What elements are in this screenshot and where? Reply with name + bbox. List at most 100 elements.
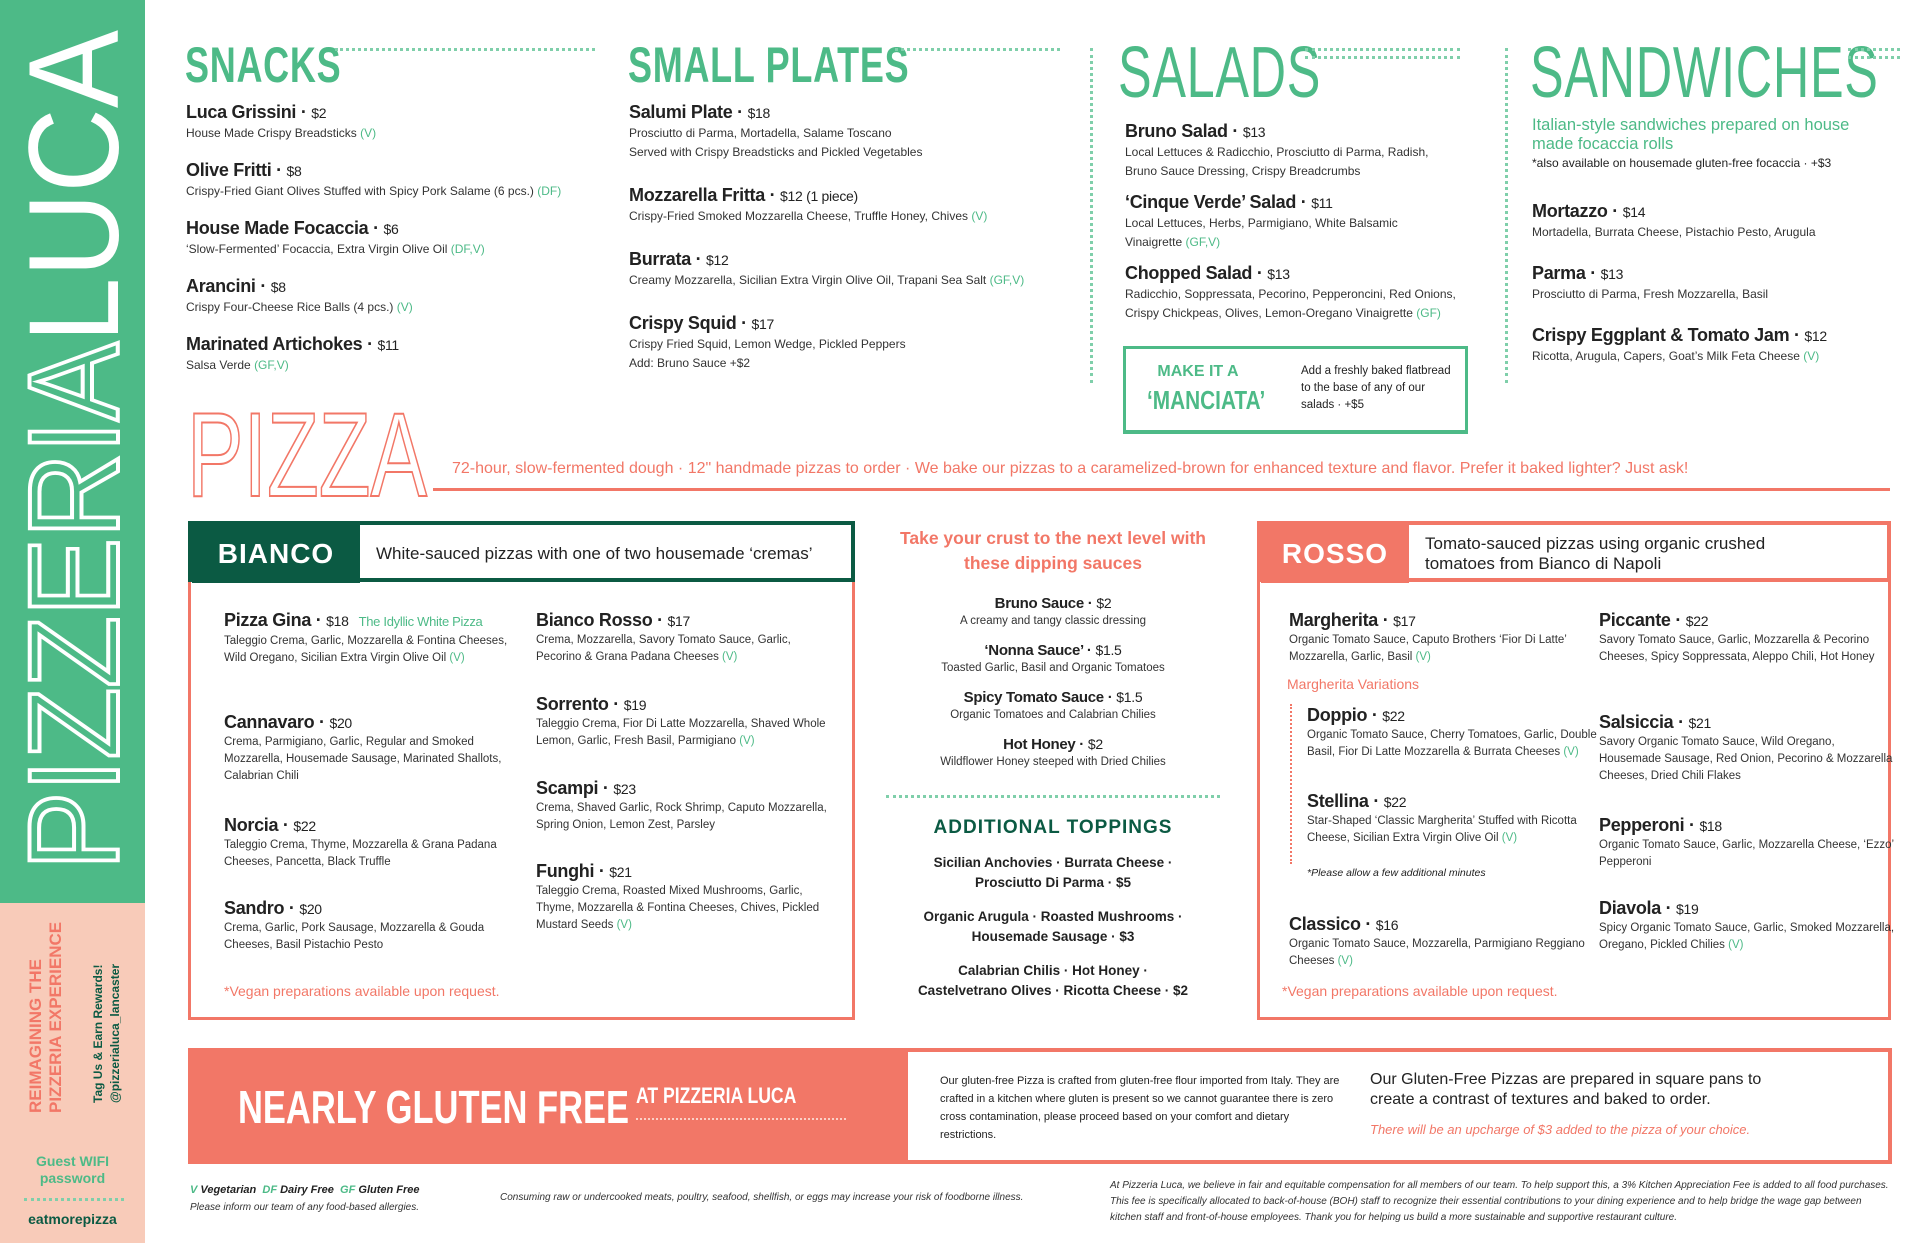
- item-title: Diavola: [1599, 898, 1661, 918]
- item-description: Crispy Four-Cheese Rice Balls (4 pcs.) (…: [186, 298, 606, 317]
- item-title: Bruno Salad: [1125, 121, 1228, 141]
- pizzeria-luca-logo: PIZZERIALUCA: [1, 29, 148, 872]
- diet-tag: (GF,V): [254, 358, 289, 372]
- menu-item: Parma · $13 Prosciutto di Parma, Fresh Mo…: [1532, 262, 1902, 304]
- legend-label: Vegetarian: [200, 1184, 257, 1196]
- item-price: $12: [1804, 328, 1827, 344]
- item-name: Chopped Salad · $13: [1125, 263, 1290, 283]
- sandwiches-intro: Italian-style sandwiches prepared on hou…: [1532, 116, 1850, 153]
- rosso-vegan-note: *Vegan preparations available upon reque…: [1282, 983, 1558, 999]
- column-divider: [1090, 48, 1093, 383]
- item-desc-text: Star-Shaped ‘Classic Margherita’ Stuffed…: [1307, 815, 1577, 844]
- item-title: Crispy Eggplant & Tomato Jam: [1532, 325, 1790, 345]
- item-desc-text: Crispy Fried Squid, Lemon Wedge, Pickled…: [629, 337, 906, 370]
- item-name: Salsiccia · $21: [1599, 712, 1711, 732]
- item-desc-text: Taleggio Crema, Fior Di Latte Mozzarella…: [536, 718, 826, 747]
- item-name: Crispy Eggplant & Tomato Jam · $12: [1532, 325, 1827, 345]
- item-description: Savory Tomato Sauce, Garlic, Mozzarella …: [1599, 632, 1899, 666]
- diet-tag: (V): [1501, 832, 1518, 844]
- item-title: Piccante: [1599, 610, 1671, 630]
- item-price: $16: [1375, 917, 1399, 933]
- item-name: Piccante · $22: [1599, 610, 1709, 630]
- bianco-section: BIANCO White-sauced pizzas with one of t…: [188, 521, 855, 1020]
- item-description: Taleggio Crema, Thyme, Mozzarella & Gran…: [224, 837, 524, 871]
- item-description: Taleggio Crema, Fior Di Latte Mozzarella…: [536, 716, 836, 750]
- topping-line: Castelvetrano Olives · Ricotta Cheese · …: [917, 983, 1189, 998]
- diet-tag: (DF): [537, 184, 562, 198]
- tagline-line-1: REIMAGINING THE: [26, 959, 45, 1113]
- diet-tag: (V): [971, 209, 988, 223]
- legend-code: DF: [262, 1184, 278, 1196]
- menu-item: Bruno Sauce · $2 A creamy and tangy class…: [886, 594, 1220, 629]
- social-handle: @pizzerialuca_lancaster: [108, 963, 122, 1103]
- diet-tag: (V): [1803, 349, 1820, 363]
- item-desc-text: Creamy Mozzarella, Sicilian Extra Virgin…: [629, 273, 987, 287]
- menu-item: Doppio · $22 Organic Tomato Sauce, Cherry…: [1307, 704, 1607, 761]
- item-desc-text: Crema, Garlic, Pork Sausage, Mozzarella …: [224, 922, 485, 951]
- item-title: Bianco Rosso: [536, 610, 653, 630]
- item-description: House Made Crispy Breadsticks (V): [186, 124, 606, 143]
- topping-group: Sicilian Anchovies · Burrata Cheese · Pro…: [886, 853, 1220, 893]
- item-title: Bruno Sauce: [994, 595, 1085, 612]
- item-price: $13: [1600, 266, 1624, 282]
- item-price: $22: [1383, 794, 1407, 810]
- item-description: Organic Tomato Sauce, Mozzarella, Parmig…: [1289, 936, 1589, 970]
- item-desc-text: Prosciutto di Parma, Mortadella, Salame …: [629, 126, 923, 159]
- social-line-1: Tag Us & Earn Rewards!: [91, 964, 105, 1103]
- item-name: Pepperoni · $18: [1599, 815, 1722, 835]
- item-description: Creamy Mozzarella, Sicilian Extra Virgin…: [629, 271, 1069, 290]
- menu-item: Chopped Salad · $13 Radicchio, Soppressat…: [1125, 262, 1495, 323]
- salads-divider-2: [1305, 56, 1460, 59]
- item-name: Doppio · $22: [1307, 705, 1405, 725]
- gluten-free-disclaimer: Our gluten-free Pizza is crafted from gl…: [940, 1075, 1340, 1141]
- item-description: Organic Tomato Sauce, Cherry Tomatoes, G…: [1307, 727, 1607, 761]
- item-title: Chopped Salad: [1125, 263, 1253, 283]
- sauces-list: Bruno Sauce · $2 A creamy and tangy class…: [886, 594, 1220, 782]
- manciata-desc: Add a freshly baked flatbread to the bas…: [1301, 365, 1451, 411]
- item-description: Crema, Parmigiano, Garlic, Regular and S…: [224, 734, 524, 785]
- diet-legend: V Vegetarian DF Dairy Free GF Gluten Fre…: [190, 1184, 420, 1196]
- menu-item: Cannavaro · $20 Crema, Parmigiano, Garlic…: [224, 711, 524, 785]
- item-description: Prosciutto di Parma, Mortadella, Salame …: [629, 124, 1069, 162]
- margherita-variations-heading: Margherita Variations: [1287, 676, 1420, 692]
- sidebar-info-panel: REIMAGINING THE PIZZERIA EXPERIENCE Tag …: [0, 903, 145, 1243]
- item-price: $11: [377, 337, 400, 353]
- wifi-label-2: password: [39, 1170, 106, 1186]
- item-price: $20: [299, 901, 322, 917]
- diet-tag: (V): [1415, 651, 1431, 663]
- item-title: Pepperoni: [1599, 815, 1685, 835]
- topping-line: Sicilian Anchovies · Burrata Cheese ·: [933, 855, 1173, 870]
- gluten-free-subtitle: AT PIZZERIA LUCA: [636, 1083, 797, 1108]
- item-price: $20: [329, 715, 352, 731]
- item-desc-text: Crispy Four-Cheese Rice Balls (4 pcs.): [186, 300, 394, 314]
- menu-item: Bruno Salad · $13 Local Lettuces & Radicc…: [1125, 120, 1495, 181]
- wifi-label-1: Guest WIFI: [35, 1153, 110, 1169]
- item-description: Crispy Fried Squid, Lemon Wedge, Pickled…: [629, 335, 1069, 373]
- item-description: Star-Shaped ‘Classic Margherita’ Stuffed…: [1307, 813, 1607, 847]
- item-name: Bruno Salad · $13: [1125, 121, 1266, 141]
- toppings-heading: ADDITIONAL TOPPINGS: [933, 817, 1173, 838]
- item-title: Salumi Plate: [629, 102, 733, 122]
- diet-tag: (V): [722, 651, 738, 663]
- item-price: $2: [311, 105, 327, 121]
- item-title: Stellina: [1307, 791, 1369, 811]
- small-plates-heading: SMALL PLATES: [628, 37, 910, 93]
- diet-tag: (V): [739, 735, 755, 747]
- item-price: $22: [293, 818, 316, 834]
- item-description: Wildflower Honey steeped with Dried Chil…: [886, 754, 1220, 770]
- item-price: $1.5: [1095, 642, 1122, 658]
- item-title: Olive Fritti: [186, 160, 272, 180]
- menu-item: Spicy Tomato Sauce · $1.5 Organic Tomatoe…: [886, 688, 1220, 723]
- item-desc-text: Mortadella, Burrata Cheese, Pistachio Pe…: [1532, 225, 1816, 239]
- menu-item: Diavola · $19 Spicy Organic Tomato Sauce,…: [1599, 897, 1899, 954]
- menu-item: ‘Nonna Sauce’ · $1.5 Toasted Garlic, Basi…: [886, 641, 1220, 676]
- item-name: Olive Fritti · $8: [186, 160, 302, 180]
- pizza-rule: [433, 488, 1890, 491]
- item-name: Parma · $13: [1532, 263, 1624, 283]
- rosso-label: ROSSO: [1261, 525, 1409, 583]
- item-name: Sandro · $20: [224, 898, 322, 918]
- item-name: Bianco Rosso · $17: [536, 610, 691, 630]
- item-title: Luca Grissini: [186, 102, 297, 122]
- rosso-desc: Tomato-sauced pizzas using organic crush…: [1425, 534, 1766, 573]
- item-name: Funghi · $21: [536, 861, 632, 881]
